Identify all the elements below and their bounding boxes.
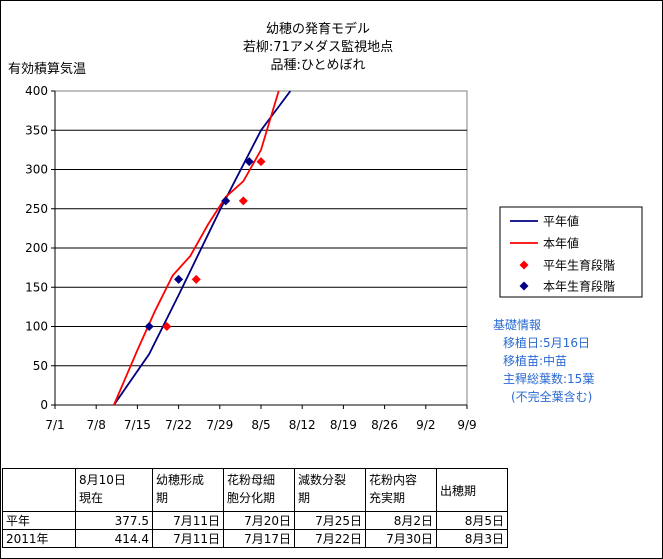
info-panel: 基礎情報 移植日:5月16日 移植苗:中苗 主稈総葉数:15葉 (不完全葉含む) [493, 316, 594, 406]
series-line-normal-year [113, 90, 292, 406]
data-point [238, 196, 248, 206]
info-line-seedling: 移植苗:中苗 [503, 354, 568, 368]
table-row: 平年 377.5 7月11日 7月20日 7月25日 8月2日 8月5日 [2, 511, 508, 530]
table-row: 2011年 414.4 7月11日 7月17日 7月22日 7月30日 8月3日 [2, 529, 508, 548]
y-tick-label: 400 [25, 84, 48, 98]
info-line-planting-date: 移植日:5月16日 [503, 336, 590, 350]
legend-label: 平年値 [543, 214, 579, 229]
stage-table-header-row: 8月10日 現在 幼穂形成 期 花粉母細 胞分化期 減数分裂 期 花粉内容 充実… [2, 468, 508, 512]
table-cell: 7月11日 [152, 511, 224, 530]
table-cell: 7月22日 [294, 529, 366, 548]
stage-table: 8月10日 現在 幼穂形成 期 花粉母細 胞分化期 減数分裂 期 花粉内容 充実… [2, 468, 508, 548]
legend-label: 本年生育段階 [543, 279, 615, 294]
x-tick-label: 9/9 [457, 418, 476, 432]
x-tick-label: 8/26 [371, 418, 398, 432]
table-cell: 7月30日 [365, 529, 437, 548]
chart: 幼穂の発育モデル 若柳:71アメダス監視地点 品種:ひとめぼれ 有効積算気温 0… [8, 21, 643, 432]
info-heading: 基礎情報 [493, 318, 542, 332]
header-cell-pollen-filling: 花粉内容 充実期 [365, 468, 437, 512]
table-cell: 8月3日 [436, 529, 508, 548]
header-cell-blank [2, 468, 76, 512]
x-tick-label: 9/2 [416, 418, 435, 432]
data-point [191, 274, 201, 284]
header-cell-panicle-initiation: 幼穂形成 期 [152, 468, 224, 512]
chart-title-line-2: 若柳:71アメダス監視地点 [243, 39, 393, 55]
y-axis-label: 有効積算気温 [8, 61, 86, 77]
y-tick-label: 300 [25, 163, 48, 177]
data-point [162, 322, 172, 331]
table-cell: 8月5日 [436, 511, 508, 530]
y-tick-label: 0 [40, 398, 48, 412]
x-tick-label: 8/19 [330, 418, 357, 432]
grid-lines [55, 129, 467, 367]
table-cell: 8月2日 [365, 511, 437, 530]
data-point [221, 196, 231, 206]
table-cell: 414.4 [75, 529, 153, 548]
table-cell: 7月11日 [152, 529, 224, 548]
header-cell-heading: 出穂期 [436, 468, 508, 512]
row-label: 2011年 [2, 529, 76, 548]
x-tick-label: 7/22 [165, 418, 192, 432]
x-tick-label: 7/8 [87, 418, 106, 432]
data-point [244, 157, 254, 167]
row-label: 平年 [2, 511, 76, 530]
data-point [256, 157, 266, 167]
x-tick-label: 7/29 [206, 418, 233, 432]
x-tick-label: 8/12 [289, 418, 316, 432]
legend-label: 平年生育段階 [543, 258, 615, 273]
legend-marker-swatch [519, 260, 529, 270]
y-tick-label: 200 [25, 241, 48, 255]
info-line-note: (不完全葉含む) [511, 390, 593, 404]
chart-title-line-3: 品種:ひとめぼれ [271, 57, 366, 73]
header-cell-current: 8月10日 現在 [75, 468, 153, 512]
x-axis-ticks: 7/1 7/8 7/15 7/22 7/29 8/5 8/12 8/19 8/26 9/2 9/9 [45, 405, 477, 432]
table-cell: 7月20日 [223, 511, 295, 530]
y-tick-label: 100 [25, 320, 48, 334]
y-tick-label: 150 [25, 280, 48, 294]
y-tick-label: 250 [25, 202, 48, 216]
legend-label: 本年値 [543, 236, 579, 251]
table-cell: 377.5 [75, 511, 153, 530]
chart-title-line-1: 幼穂の発育モデル [266, 21, 370, 37]
series-line-current-year [113, 90, 280, 406]
info-line-leaf-count: 主稈総葉数:15葉 [503, 372, 595, 386]
table-cell: 7月25日 [294, 511, 366, 530]
x-tick-label: 7/1 [45, 418, 64, 432]
header-cell-pollen-mother-cell: 花粉母細 胞分化期 [223, 468, 295, 512]
data-point [144, 322, 154, 331]
y-tick-label: 350 [25, 123, 48, 137]
y-axis-ticks: 0 50 100 150 200 250 300 350 400 [25, 84, 467, 412]
legend-marker-swatch [519, 281, 529, 291]
x-tick-label: 7/15 [124, 418, 151, 432]
x-tick-label: 8/5 [251, 418, 270, 432]
table-cell: 7月17日 [223, 529, 295, 548]
y-tick-label: 50 [33, 359, 48, 373]
series-layer [113, 90, 292, 406]
header-cell-meiosis: 減数分裂 期 [294, 468, 366, 512]
data-point [174, 274, 184, 284]
